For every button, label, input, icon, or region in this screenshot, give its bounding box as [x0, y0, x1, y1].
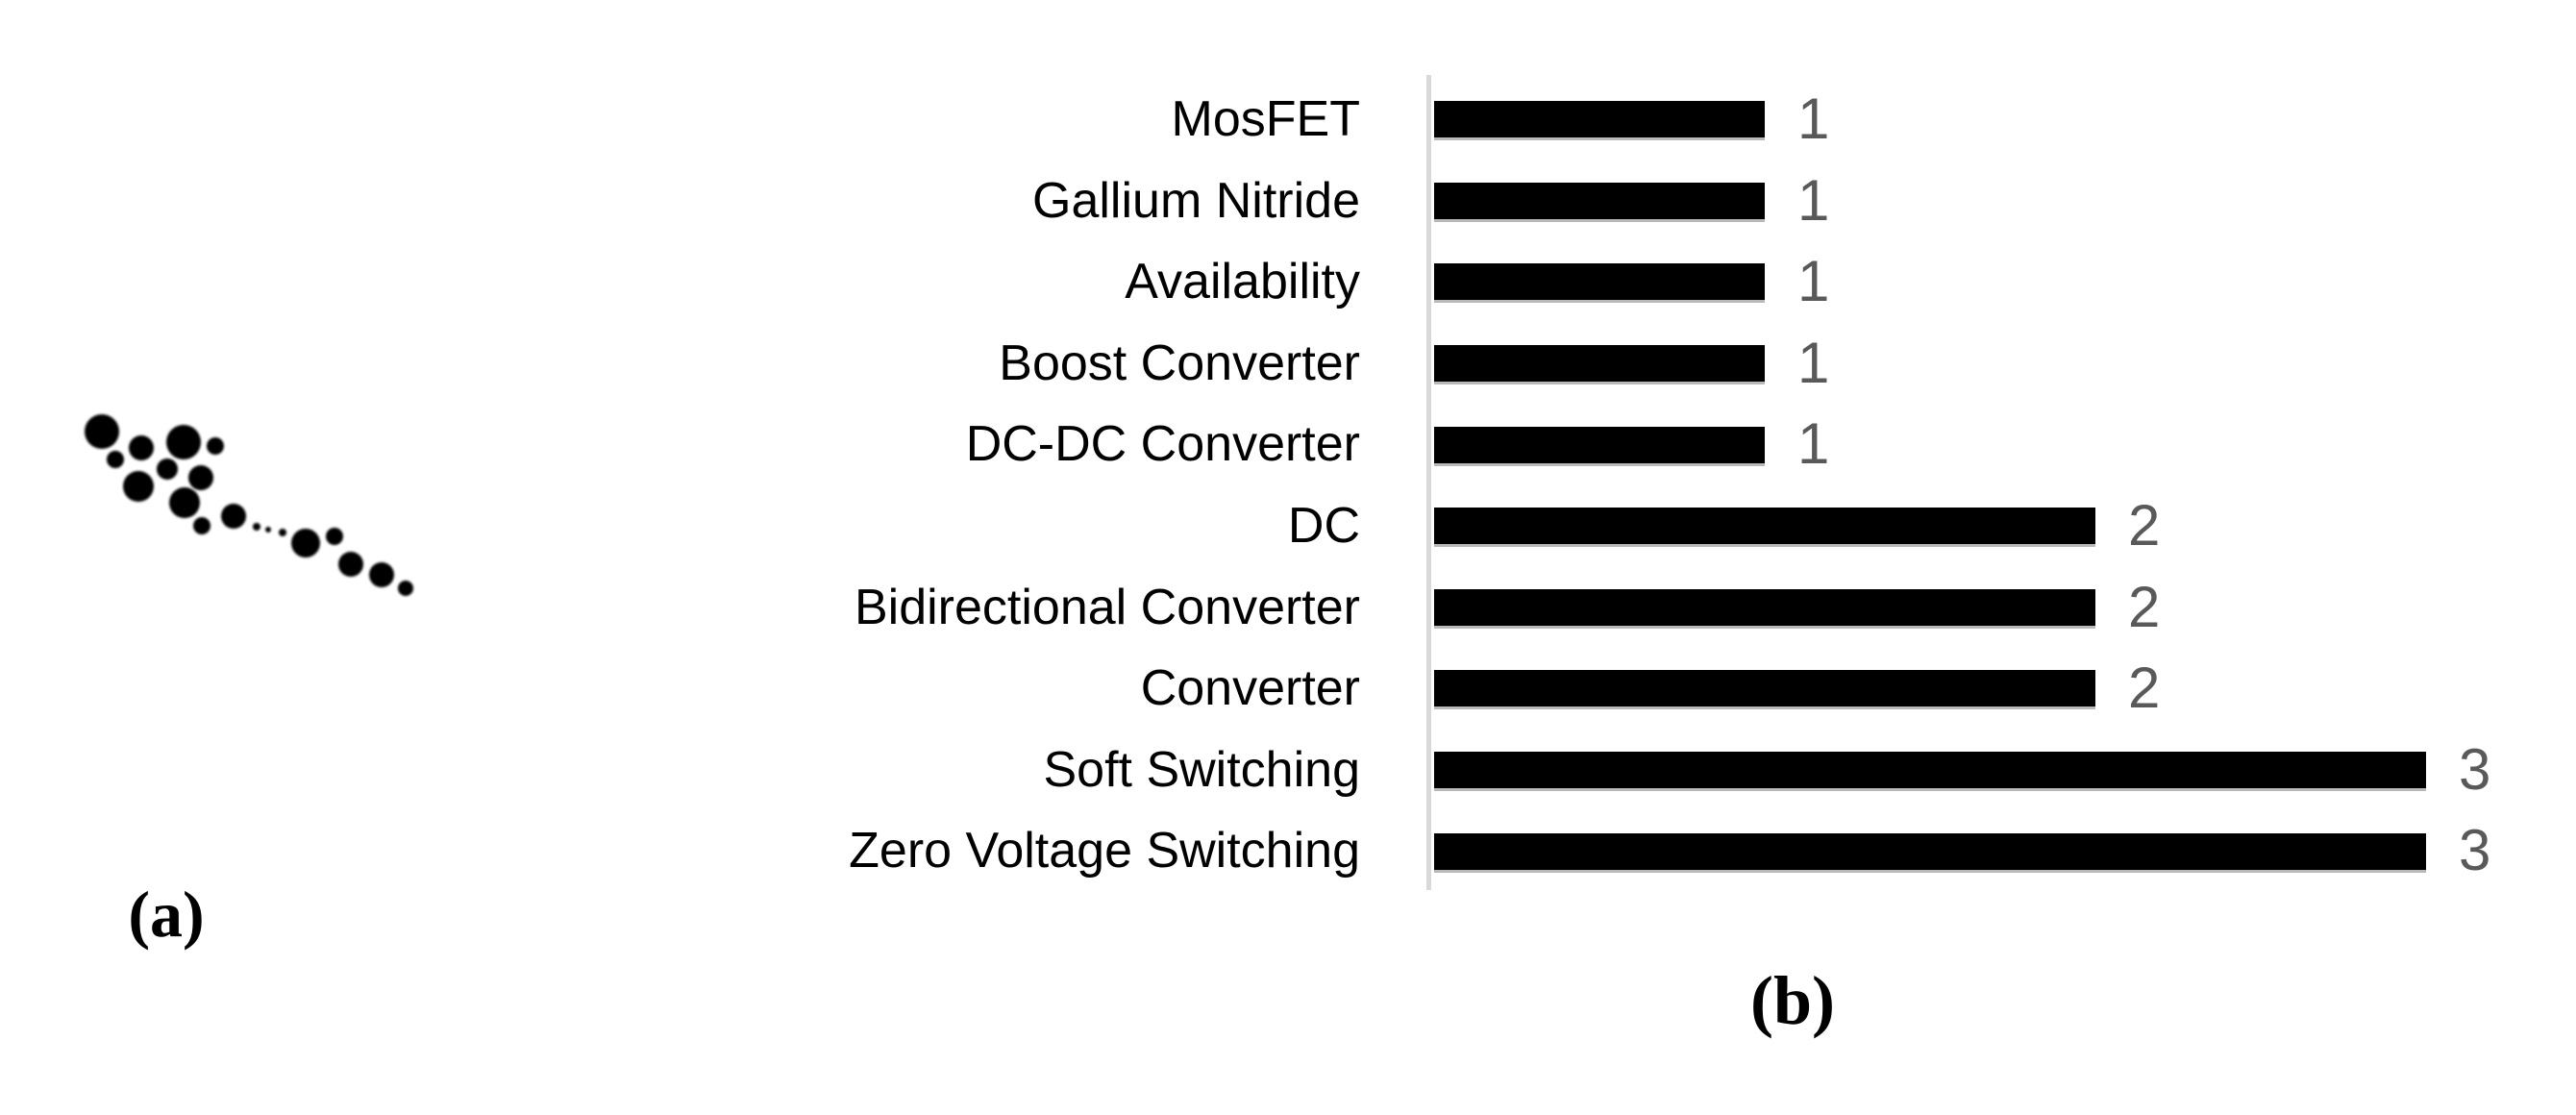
- value-label: 2: [2128, 656, 2161, 721]
- bar: [1434, 832, 2426, 870]
- chart-row: Bidirectional Converter 2: [0, 567, 2576, 649]
- cluster-dot: [279, 529, 286, 536]
- bar: [1434, 588, 2095, 626]
- cluster-dot: [129, 435, 154, 460]
- chart-row: Soft Switching 3: [0, 730, 2576, 811]
- value-label: 3: [2459, 818, 2491, 883]
- cluster-dot: [221, 504, 246, 529]
- chart-row: Availability 1: [0, 241, 2576, 323]
- bar: [1434, 426, 1765, 463]
- chart-row: Gallium Nitride 1: [0, 161, 2576, 242]
- bar: [1434, 182, 1765, 219]
- cluster-dot: [369, 562, 394, 587]
- value-label: 1: [1797, 330, 1830, 395]
- y-axis-line: [1426, 75, 1431, 890]
- panel-a-caption: (a): [128, 878, 205, 951]
- category-label: Zero Voltage Switching: [849, 823, 1360, 880]
- category-label: DC-DC Converter: [965, 416, 1360, 473]
- bar: [1434, 263, 1765, 301]
- cluster-dot: [157, 458, 178, 480]
- chart-row: Boost Converter 1: [0, 323, 2576, 405]
- cluster-dot: [265, 527, 271, 533]
- cluster-dot: [166, 425, 201, 459]
- cluster-dot: [326, 528, 343, 545]
- value-label: 1: [1797, 411, 1830, 477]
- cluster-dot: [85, 414, 119, 449]
- value-label: 1: [1797, 167, 1830, 233]
- panel-b-caption: (b): [1750, 962, 1835, 1039]
- cluster-dot: [193, 517, 211, 534]
- cluster-dot: [207, 437, 224, 455]
- category-label: Gallium Nitride: [1032, 172, 1360, 229]
- chart-row: DC-DC Converter 1: [0, 404, 2576, 485]
- bar: [1434, 752, 2426, 789]
- bar: [1434, 101, 1765, 138]
- value-label: 2: [2128, 574, 2161, 639]
- cluster-dot: [398, 581, 413, 596]
- cluster-dot: [123, 471, 154, 502]
- cluster-dot: [169, 487, 200, 518]
- chart-row: DC 2: [0, 485, 2576, 567]
- bar: [1434, 670, 2095, 707]
- chart-row: MosFET 1: [0, 79, 2576, 161]
- value-label: 2: [2128, 492, 2161, 558]
- cluster-dot: [338, 552, 363, 577]
- bar: [1434, 345, 1765, 383]
- value-label: 1: [1797, 87, 1830, 151]
- chart-row: Zero Voltage Switching 3: [0, 810, 2576, 892]
- bar: [1434, 508, 2095, 545]
- value-label: 3: [2459, 736, 2491, 802]
- category-label: Boost Converter: [999, 334, 1360, 391]
- cluster-dot: [188, 465, 213, 490]
- category-label: Bidirectional Converter: [854, 579, 1360, 635]
- value-label: 1: [1797, 249, 1830, 314]
- category-label: Soft Switching: [1043, 741, 1361, 798]
- category-label: Availability: [1125, 254, 1360, 310]
- category-label: DC: [1287, 497, 1360, 554]
- category-label: MosFET: [1171, 91, 1360, 147]
- cluster-dot: [107, 451, 124, 468]
- cluster-dot: [253, 523, 260, 531]
- chart-row: Converter 2: [0, 648, 2576, 730]
- bar-rows: MosFET 1 Gallium Nitride 1 Availability 1 Boos…: [0, 79, 2576, 892]
- category-label: Converter: [1140, 660, 1360, 717]
- cluster-dot: [291, 529, 320, 558]
- panel-a-dot-cluster: (a): [0, 0, 538, 1115]
